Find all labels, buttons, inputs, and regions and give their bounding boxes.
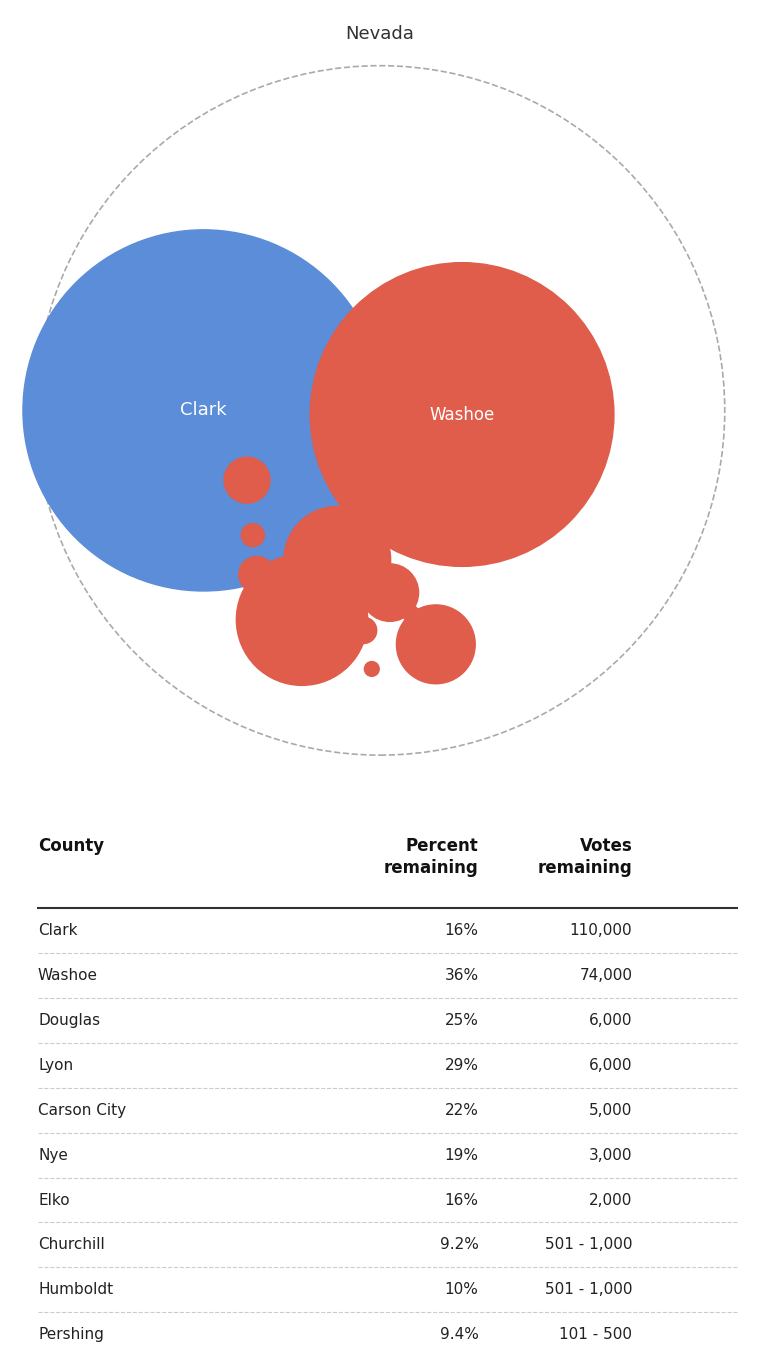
- Circle shape: [361, 564, 419, 621]
- Text: Percent
remaining: Percent remaining: [384, 837, 479, 877]
- Circle shape: [364, 662, 379, 676]
- Text: 36%: 36%: [445, 969, 479, 984]
- Text: 16%: 16%: [445, 1193, 479, 1208]
- Text: 5,000: 5,000: [589, 1103, 632, 1118]
- Text: 9.2%: 9.2%: [439, 1238, 479, 1252]
- Text: 16%: 16%: [445, 923, 479, 938]
- Text: 74,000: 74,000: [579, 969, 632, 984]
- Text: 2,000: 2,000: [589, 1193, 632, 1208]
- Circle shape: [403, 606, 420, 622]
- Circle shape: [236, 554, 368, 685]
- Circle shape: [310, 263, 614, 566]
- Text: Washoe: Washoe: [38, 969, 98, 984]
- Text: 501 - 1,000: 501 - 1,000: [545, 1238, 632, 1252]
- Circle shape: [239, 557, 275, 592]
- Text: 10%: 10%: [445, 1282, 479, 1297]
- Text: Votes
remaining: Votes remaining: [537, 837, 632, 877]
- Text: 6,000: 6,000: [589, 1014, 632, 1027]
- Text: County: County: [38, 837, 104, 855]
- Text: 29%: 29%: [445, 1057, 479, 1073]
- Text: Clark: Clark: [180, 401, 226, 420]
- Text: Churchill: Churchill: [38, 1238, 105, 1252]
- Text: Nevada: Nevada: [346, 25, 414, 42]
- Circle shape: [284, 506, 391, 613]
- Text: Elko: Elko: [38, 1193, 70, 1208]
- Text: 501 - 1,000: 501 - 1,000: [545, 1282, 632, 1297]
- Text: 25%: 25%: [445, 1014, 479, 1027]
- Circle shape: [224, 457, 270, 503]
- Text: Lyon: Lyon: [38, 1057, 73, 1073]
- Text: Douglas: Douglas: [38, 1014, 100, 1027]
- Circle shape: [350, 617, 377, 643]
- Text: Pershing: Pershing: [38, 1327, 104, 1342]
- Circle shape: [241, 524, 264, 547]
- Text: 9.4%: 9.4%: [439, 1327, 479, 1342]
- Text: 3,000: 3,000: [589, 1148, 632, 1163]
- Circle shape: [356, 569, 369, 583]
- Text: Clark: Clark: [38, 923, 78, 938]
- Text: Carson City: Carson City: [38, 1103, 126, 1118]
- Text: 101 - 500: 101 - 500: [559, 1327, 632, 1342]
- Text: 110,000: 110,000: [570, 923, 632, 938]
- Circle shape: [397, 605, 475, 684]
- Text: Humboldt: Humboldt: [38, 1282, 113, 1297]
- Text: 22%: 22%: [445, 1103, 479, 1118]
- Text: 19%: 19%: [445, 1148, 479, 1163]
- Circle shape: [23, 230, 384, 591]
- Circle shape: [265, 607, 285, 627]
- Text: Nye: Nye: [38, 1148, 68, 1163]
- Text: Washoe: Washoe: [429, 405, 495, 424]
- Text: 6,000: 6,000: [589, 1057, 632, 1073]
